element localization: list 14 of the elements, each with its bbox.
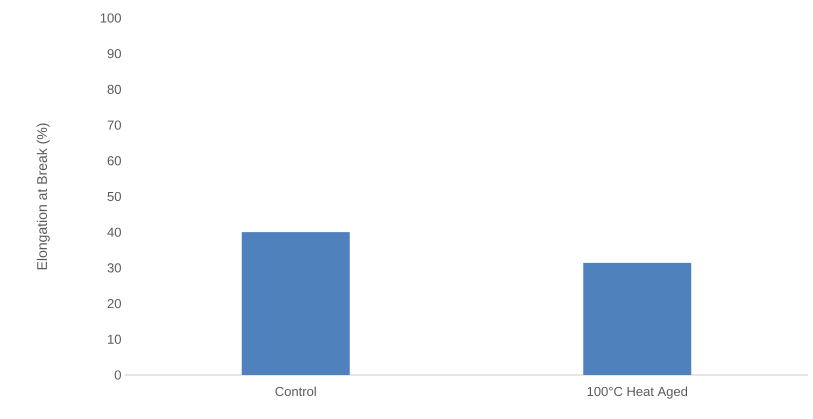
y-tick-label: 40 xyxy=(107,228,121,237)
y-tick-label: 100 xyxy=(100,13,121,23)
y-axis-title: Elongation at Break (%) xyxy=(36,123,50,270)
y-tick-label: 50 xyxy=(108,192,121,202)
y-tick-label: 30 xyxy=(108,263,121,272)
x-tick-label: Control xyxy=(275,386,316,396)
y-tick-label: 10 xyxy=(108,334,121,344)
y-tick-label: 0 xyxy=(114,370,121,380)
y-tick-label: 90 xyxy=(108,49,121,58)
y-tick-label: 80 xyxy=(108,84,121,94)
x-tick-label: 100°C Heat Aged xyxy=(588,386,688,399)
y-tick-label: 60 xyxy=(108,156,121,166)
y-tick-label: 20 xyxy=(108,298,121,308)
y-tick-label: 70 xyxy=(108,120,121,130)
